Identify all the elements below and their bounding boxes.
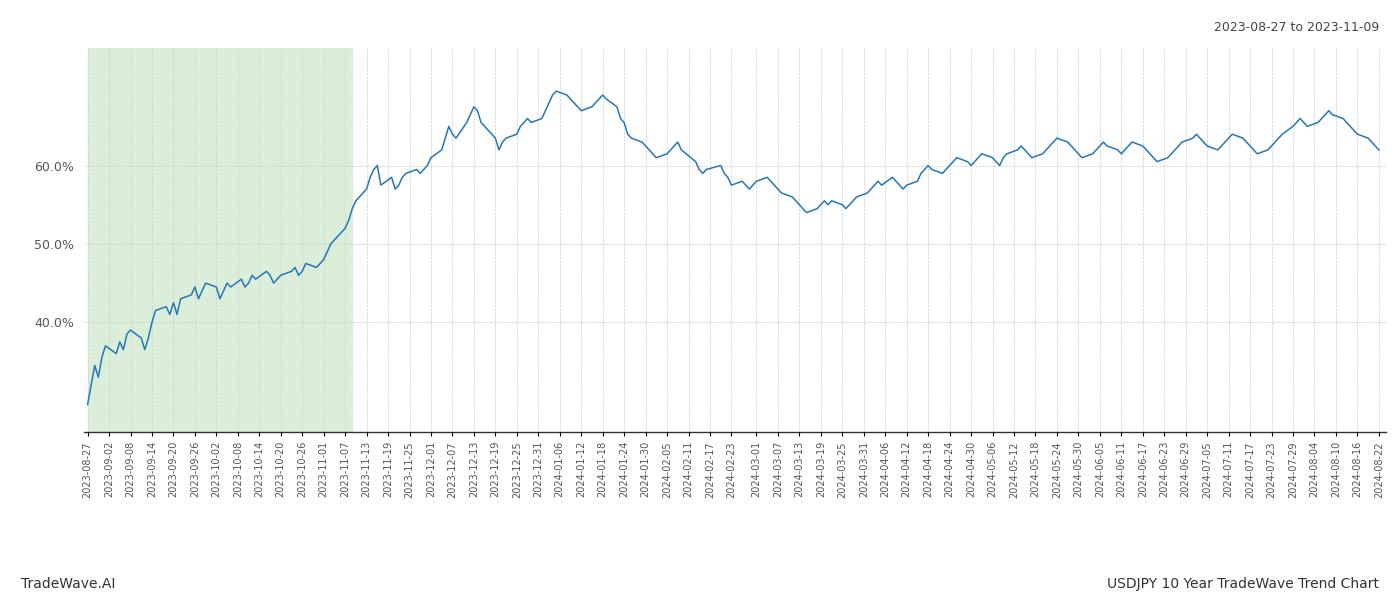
Text: TradeWave.AI: TradeWave.AI	[21, 577, 115, 591]
Bar	[88, 48, 353, 432]
Text: 2023-08-27 to 2023-11-09: 2023-08-27 to 2023-11-09	[1214, 21, 1379, 34]
Text: USDJPY 10 Year TradeWave Trend Chart: USDJPY 10 Year TradeWave Trend Chart	[1107, 577, 1379, 591]
